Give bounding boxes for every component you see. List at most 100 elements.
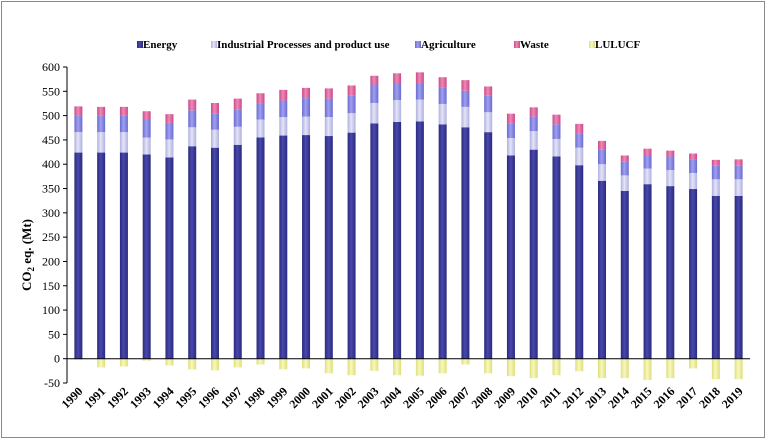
bar-energy-1996 [210,147,219,359]
bar-energy-1992 [119,152,128,359]
y-tick-label: 250 [42,230,60,244]
bar-industrial-processes-and-product-use-2019 [734,179,743,196]
legend-swatch [589,41,595,48]
bar-lulucf-2017 [689,358,698,369]
bar-agriculture-2002 [347,95,356,114]
bar-industrial-processes-and-product-use-2011 [552,138,561,157]
x-tick-label: 1994 [150,384,177,411]
bar-agriculture-2010 [529,116,538,132]
legend-swatch [211,41,217,48]
bar-agriculture-1994 [165,122,174,140]
bar-industrial-processes-and-product-use-2001 [324,117,333,137]
y-axis-label: CO2 eq. (Mt) [19,219,36,291]
bar-energy-2000 [302,135,311,359]
y-tick-label: 400 [42,157,60,171]
y-tick-label: 600 [42,60,60,74]
bar-industrial-processes-and-product-use-2003 [370,102,379,124]
bar-energy-1994 [165,157,174,359]
x-tick-label: 2013 [582,384,609,411]
legend-label: LULUCF [595,39,641,51]
bar-lulucf-2005 [415,358,424,376]
bar-energy-2005 [415,121,424,359]
bar-industrial-processes-and-product-use-2016 [666,170,675,187]
x-tick-label: 2017 [673,384,700,411]
bar-energy-2018 [711,195,720,359]
bar-waste-2011 [552,114,561,125]
x-tick-label: 2003 [355,384,382,411]
x-tick-label: 2010 [514,384,541,411]
bar-industrial-processes-and-product-use-2012 [575,147,584,166]
bar-energy-2010 [529,149,538,359]
bar-agriculture-2009 [506,123,515,138]
bar-agriculture-2001 [324,98,333,118]
x-tick-label: 2019 [719,384,746,411]
legend-label: Industrial Processes and product use [217,39,390,51]
bar-agriculture-2018 [711,165,720,180]
bar-lulucf-2016 [666,358,675,379]
bar-waste-2000 [302,87,311,99]
bar-lulucf-2009 [506,358,515,377]
x-tick-label: 1997 [218,384,245,411]
legend: Energy Industrial Processes and product u… [137,39,641,51]
legend-label: Agriculture [421,39,476,51]
legend-label: Waste [520,39,549,51]
bar-industrial-processes-and-product-use-2010 [529,131,538,150]
bar-waste-2005 [415,72,424,84]
bar-lulucf-1991 [97,358,106,368]
bar-energy-2016 [666,186,675,359]
bar-industrial-processes-and-product-use-1999 [279,117,288,136]
bar-lulucf-1997 [233,358,242,368]
bar-industrial-processes-and-product-use-1998 [256,119,265,138]
bar-lulucf-1998 [256,358,265,365]
x-tick-label: 2009 [491,384,518,411]
bar-energy-1997 [233,144,242,359]
x-tick-label: 2007 [446,384,473,411]
bar-waste-1999 [279,89,288,101]
bar-energy-2002 [347,132,356,359]
bar-waste-2009 [506,113,515,124]
bar-agriculture-2012 [575,133,584,148]
bar-waste-1993 [142,111,151,120]
bar-waste-1997 [233,98,242,110]
bar-agriculture-1991 [97,115,106,133]
bar-agriculture-2004 [393,84,402,101]
bar-agriculture-2019 [734,165,743,180]
bar-lulucf-1999 [279,358,288,370]
bar-agriculture-2014 [620,161,629,176]
bar-energy-1991 [97,152,106,359]
x-tick-label: 2000 [286,384,313,411]
bar-agriculture-2015 [643,154,652,169]
bar-waste-2004 [393,73,402,85]
y-tick-label: 550 [42,84,60,98]
bar-lulucf-1992 [119,358,128,367]
x-tick-label: 2011 [537,384,563,410]
bar-lulucf-1994 [165,358,174,366]
x-tick-label: 2005 [400,384,427,411]
bar-waste-2015 [643,148,652,155]
bar-agriculture-1992 [119,115,128,133]
bar-energy-2015 [643,184,652,359]
bar-agriculture-1996 [210,113,219,130]
x-tick-label: 2018 [696,384,723,411]
bar-lulucf-2014 [620,358,629,379]
x-tick-label: 1996 [195,384,222,411]
y-tick-label: -50 [44,376,60,390]
bar-industrial-processes-and-product-use-1994 [165,139,174,158]
bar-agriculture-1998 [256,103,265,120]
bar-waste-2014 [620,155,629,162]
y-tick-label: 0 [54,352,60,366]
bar-industrial-processes-and-product-use-2008 [484,112,493,133]
bar-agriculture-2013 [598,149,607,165]
bar-waste-2002 [347,85,356,96]
bar-waste-2012 [575,123,584,134]
x-tick-label: 1992 [104,384,131,411]
bar-agriculture-2016 [666,156,675,171]
bar-waste-1990 [74,106,83,116]
y-tick-label: 150 [42,279,60,293]
bar-agriculture-1993 [142,119,151,138]
bar-lulucf-2007 [461,358,470,365]
bar-energy-2003 [370,123,379,359]
bar-waste-2007 [461,80,470,91]
bar-lulucf-2018 [711,358,720,380]
